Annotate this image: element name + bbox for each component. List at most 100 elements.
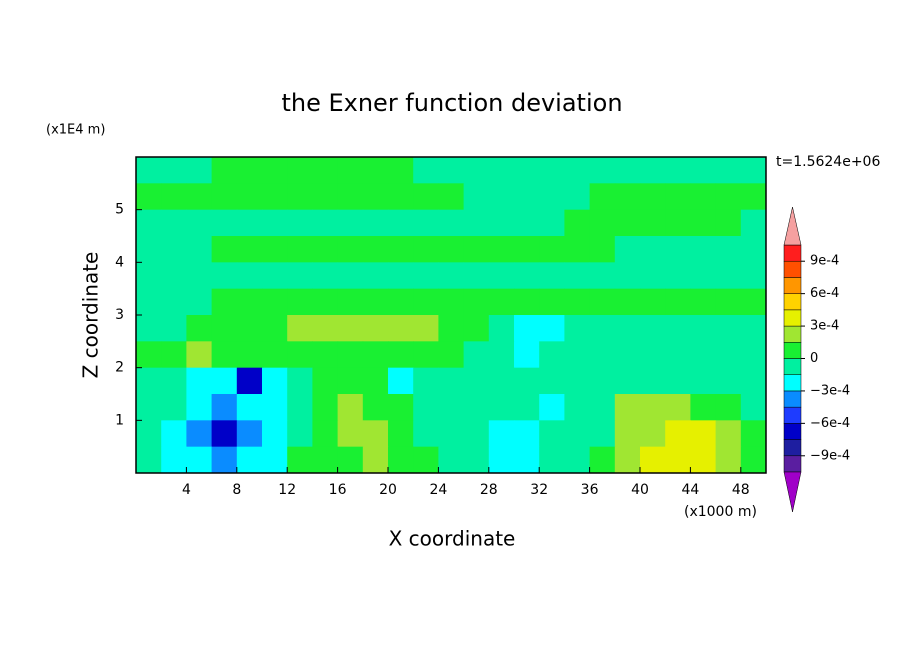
contour-cell [690, 394, 717, 421]
contour-cell [136, 367, 162, 395]
contour-cell [287, 157, 313, 184]
contour-cell [589, 183, 616, 211]
contour-cell [665, 157, 691, 184]
x-unit: (x1000 m) [684, 504, 757, 520]
contour-cell [388, 288, 414, 316]
contour-cell [161, 394, 187, 421]
colorbar-over [783, 206, 802, 246]
contour-cell [740, 236, 767, 263]
contour-cell [362, 367, 389, 395]
contour-cell [262, 315, 288, 342]
contour-cell [564, 367, 591, 395]
contour-cell [337, 209, 364, 237]
contour-cell [388, 420, 414, 448]
contour-cell [262, 288, 288, 316]
contour-cell [388, 367, 414, 395]
contour-cell [337, 446, 364, 474]
contour-cell [136, 288, 162, 316]
contour-cell [640, 420, 666, 448]
contour-cell [312, 183, 339, 211]
colorbar-box [783, 325, 802, 343]
contour-cell [186, 420, 213, 448]
contour-cell [740, 183, 767, 211]
contour-cell [136, 209, 162, 237]
contour-cell [211, 315, 238, 342]
contour-cell [312, 288, 339, 316]
contour-cell [740, 446, 767, 474]
contour-cell [312, 262, 339, 290]
contour-cell [539, 367, 565, 395]
contour-cell [362, 236, 389, 263]
y-tick-label: 2 [115, 360, 124, 376]
contour-cell [488, 288, 515, 316]
contour-cell [337, 183, 364, 211]
contour-cell [665, 446, 691, 474]
contour-cell [463, 420, 490, 448]
contour-cell [287, 262, 313, 290]
colorbar-box [783, 293, 802, 311]
contour-cell [488, 183, 515, 211]
contour-cell [564, 394, 591, 421]
contour-cell [740, 341, 767, 369]
contour-cell [287, 367, 313, 395]
contour-cell [488, 394, 515, 421]
contour-cell [211, 288, 238, 316]
contour-cell [236, 262, 263, 290]
contour-cell [715, 394, 742, 421]
contour-cell [690, 315, 717, 342]
contour-cell [514, 183, 540, 211]
contour-cell [740, 420, 767, 448]
contour-cell [287, 394, 313, 421]
contour-cell [690, 446, 717, 474]
contour-cell [337, 367, 364, 395]
contour-cell [488, 157, 515, 184]
contour-cell [136, 262, 162, 290]
contour-cell [539, 341, 565, 369]
contour-cell [740, 367, 767, 395]
contour-cell [589, 288, 616, 316]
contour-cell [640, 367, 666, 395]
colorbar-box [783, 309, 802, 327]
contour-cell [236, 394, 263, 421]
contour-cell [614, 446, 641, 474]
contour-cell [262, 157, 288, 184]
contour-cell [614, 236, 641, 263]
contour-cell [614, 262, 641, 290]
x-tick-label: 44 [681, 482, 699, 498]
contour-cell [211, 394, 238, 421]
contour-cell [514, 262, 540, 290]
y-axis-label: Z coordinate [79, 252, 103, 379]
contour-cell [236, 446, 263, 474]
chart-title: the Exner function deviation [281, 89, 622, 117]
contour-cell [564, 262, 591, 290]
contour-cell [438, 209, 465, 237]
contour-cell [136, 446, 162, 474]
contour-cell [438, 262, 465, 290]
contour-cell [640, 288, 666, 316]
contour-cell [136, 236, 162, 263]
contour-cell [438, 157, 465, 184]
colorbar-box [783, 358, 802, 375]
contour-cell [211, 157, 238, 184]
contour-cell [287, 315, 313, 342]
contour-cell [312, 209, 339, 237]
contour-cell [614, 157, 641, 184]
contour-cell [413, 288, 439, 316]
contour-cell [287, 288, 313, 316]
contour-cell [161, 183, 187, 211]
contour-cell [715, 367, 742, 395]
contour-cell [312, 236, 339, 263]
contour-cell [740, 262, 767, 290]
contour-cell [539, 236, 565, 263]
contour-cell [287, 341, 313, 369]
contour-cell [614, 315, 641, 342]
contour-cell [589, 157, 616, 184]
colorbar-label: 6e-4 [810, 286, 839, 301]
colorbar-box [783, 260, 802, 278]
contour-cell [262, 262, 288, 290]
colorbar-label: 3e-4 [810, 319, 839, 334]
contour-cell [463, 367, 490, 395]
contour-cell [413, 236, 439, 263]
x-tick-label: 20 [379, 482, 397, 498]
contour-cell [211, 236, 238, 263]
